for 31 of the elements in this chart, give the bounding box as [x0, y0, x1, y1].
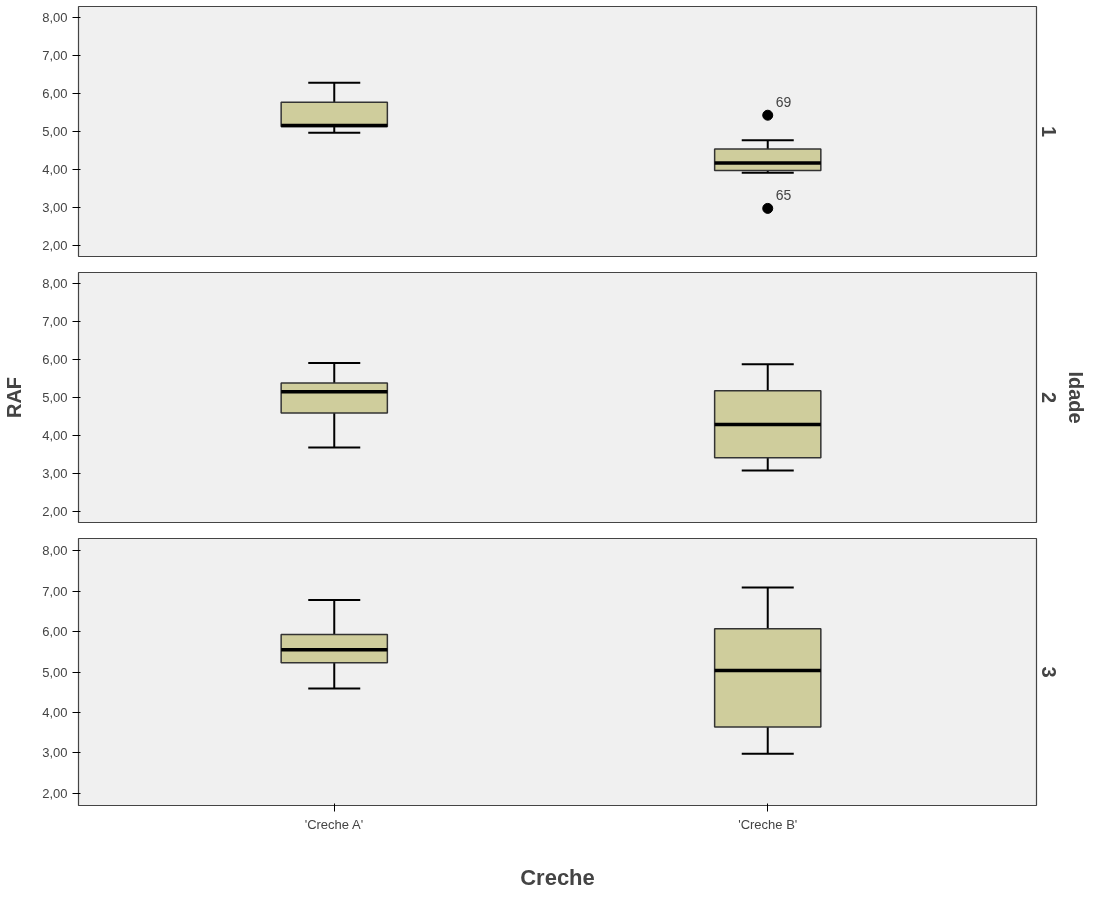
y-tick-label: 8,00 [42, 276, 68, 292]
y-tick-label: 3,00 [42, 465, 68, 481]
y-axis-title: RAF [3, 376, 26, 419]
y-tick-label: 2,00 [42, 237, 68, 253]
y-tick-label: 7,00 [42, 583, 68, 599]
y-tick-label: 8,00 [42, 10, 68, 26]
y-tick-label: 2,00 [42, 785, 68, 801]
y-tick-label: 6,00 [42, 352, 68, 368]
x-axis-title: Creche [520, 864, 595, 890]
text: 3 [1037, 666, 1060, 678]
y-tick-label: 3,00 [42, 745, 68, 761]
y-tick-label: 5,00 [42, 124, 68, 139]
y-tick-label: 5,00 [42, 664, 68, 680]
y2-axis-title: Idade [1064, 371, 1087, 424]
x-tick-label: 'Creche A' [304, 816, 364, 832]
y-tick-label: 7,00 [42, 48, 68, 64]
y-tick-label: 2,00 [42, 503, 68, 519]
y-tick-label: 7,00 [42, 314, 68, 330]
text: 1 [1037, 125, 1060, 138]
y-tick-label: 4,00 [42, 161, 68, 177]
y-tick-label: 5,00 [42, 390, 68, 405]
x-tick-label: 'Creche B' [738, 816, 798, 832]
y-tick-label: 8,00 [42, 543, 68, 559]
y-tick-label: 4,00 [42, 704, 68, 720]
annotation: 69 [775, 94, 792, 111]
y-tick-label: 6,00 [42, 86, 68, 102]
y-tick-label: 4,00 [42, 427, 68, 443]
text: 2 [1037, 391, 1060, 404]
annotation: 65 [775, 187, 792, 204]
y-tick-label: 3,00 [42, 199, 68, 215]
y-tick-label: 6,00 [42, 624, 68, 640]
